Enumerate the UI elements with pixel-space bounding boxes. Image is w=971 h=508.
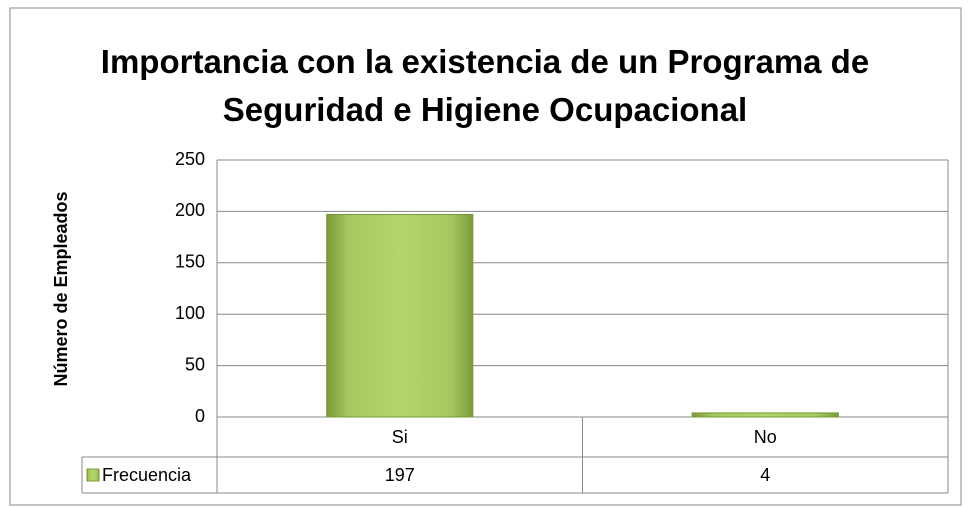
table-value: 4 <box>760 465 770 485</box>
y-tick-label: 150 <box>175 252 205 272</box>
y-tick-label: 100 <box>175 303 205 323</box>
y-axis-label: Número de Empleados <box>51 191 71 386</box>
y-tick-label: 50 <box>185 354 205 374</box>
y-tick-label: 200 <box>175 200 205 220</box>
bar <box>326 213 474 418</box>
legend-swatch <box>86 468 100 482</box>
table-value: 197 <box>385 465 415 485</box>
x-tick-label: No <box>754 427 777 447</box>
y-tick-label: 0 <box>195 406 205 426</box>
x-tick-label: Si <box>392 427 408 447</box>
y-tick-label: 250 <box>175 149 205 169</box>
chart-title: Importancia con la existencia de un Prog… <box>100 43 870 128</box>
bar <box>691 412 839 418</box>
legend-label: Frecuencia <box>102 465 192 485</box>
chart-border <box>9 7 962 506</box>
